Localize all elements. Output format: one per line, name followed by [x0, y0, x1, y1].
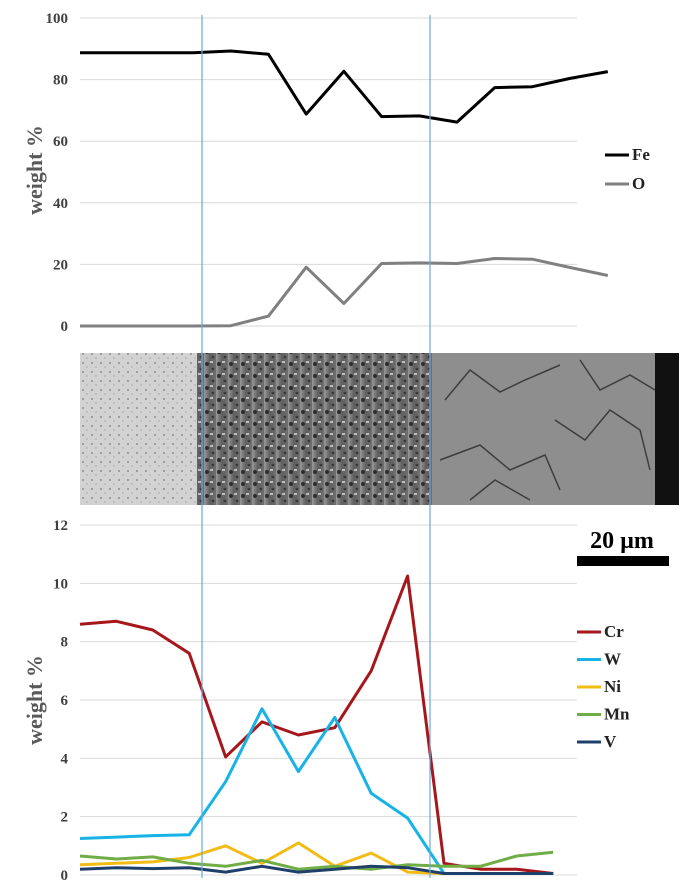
bottom-y-tick-label: 0	[61, 868, 69, 880]
sem-edge-dark	[655, 353, 679, 505]
legend-label-ni: Ni	[604, 677, 621, 696]
series-line-v	[79, 864, 554, 875]
legend-label-fe: Fe	[632, 145, 650, 164]
top-y-tick-label: 40	[53, 196, 68, 212]
series-line-cr	[79, 574, 554, 875]
bottom-y-tick-labels: 0 2 4 6 8 10 12	[53, 518, 69, 880]
top-y-tick-label: 100	[46, 11, 69, 27]
bottom-y-tick-label: 12	[53, 518, 68, 534]
bottom-y-axis-label: weight %	[22, 655, 47, 745]
bottom-y-tick-label: 2	[61, 810, 69, 826]
bottom-y-tick-label: 4	[61, 751, 69, 767]
legend-label-mn: Mn	[604, 705, 630, 724]
bottom-legend: Cr W Ni Mn V	[577, 622, 630, 751]
sem-grain-boundaries	[439, 359, 656, 501]
bottom-gridlines	[80, 524, 577, 876]
sem-micrograph	[80, 353, 679, 505]
sem-metal-region	[80, 353, 202, 505]
top-series-lines	[80, 49, 609, 328]
top-y-tick-label: 0	[61, 319, 69, 335]
bottom-chart: 0 2 4 6 8 10 12 weight % Cr W Ni Mn V	[22, 518, 630, 880]
series-line-w	[79, 707, 554, 875]
top-y-tick-label: 20	[53, 257, 68, 273]
bottom-y-tick-label: 6	[61, 693, 69, 709]
bottom-y-tick-label: 10	[53, 576, 68, 592]
sem-inner-oxide-region	[197, 353, 432, 505]
sem-outer-oxide-region	[432, 353, 657, 505]
top-y-tick-label: 80	[53, 73, 68, 89]
scale-bar-line	[577, 556, 669, 566]
top-chart: 0 20 40 60 80 100 weight % Fe O	[22, 11, 650, 335]
interface-boundary-lines	[201, 15, 431, 878]
series-line-o	[80, 257, 609, 328]
top-y-tick-labels: 0 20 40 60 80 100	[46, 11, 69, 335]
top-legend: Fe O	[605, 145, 650, 193]
series-line-mn	[79, 850, 554, 871]
top-gridlines	[80, 17, 577, 327]
legend-label-o: O	[632, 174, 645, 193]
series-line-fe	[80, 49, 609, 124]
legend-label-v: V	[604, 732, 617, 751]
bottom-series-lines	[79, 574, 554, 875]
legend-label-w: W	[604, 650, 621, 669]
top-y-axis-label: weight %	[22, 125, 47, 215]
scale-bar-label: 20 µm	[590, 528, 654, 554]
top-y-tick-label: 60	[53, 134, 68, 150]
legend-label-cr: Cr	[604, 622, 624, 641]
bottom-y-tick-label: 8	[61, 635, 69, 651]
scale-bar: 20 µm	[577, 528, 669, 566]
